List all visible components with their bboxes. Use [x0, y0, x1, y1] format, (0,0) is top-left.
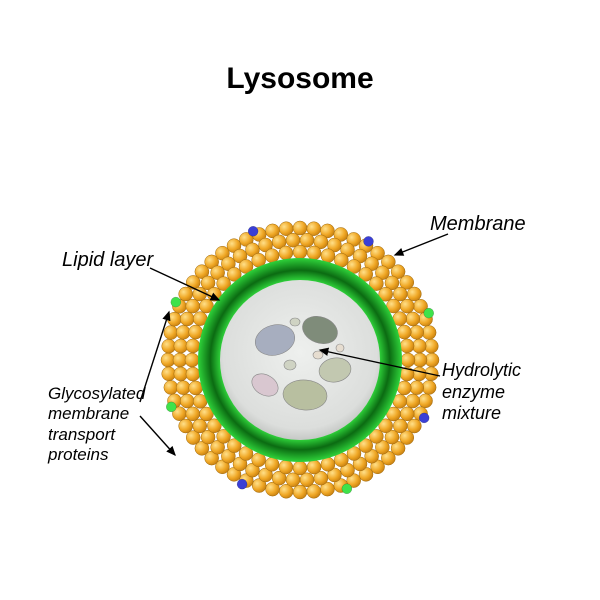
membrane-bead — [186, 407, 200, 421]
membrane-bead — [321, 249, 335, 263]
enzyme-blob — [284, 360, 296, 370]
membrane-bead — [410, 381, 424, 395]
membrane-bead — [189, 325, 203, 339]
transport-protein-dot — [364, 236, 374, 246]
enzyme-blob — [290, 318, 300, 326]
membrane-bead — [293, 461, 307, 475]
membrane-bead — [186, 299, 200, 313]
lysosome-diagram — [0, 0, 600, 600]
membrane-bead — [164, 326, 178, 340]
transport-protein-dot — [237, 479, 247, 489]
label-membrane: Membrane — [430, 212, 526, 236]
membrane-bead — [176, 325, 190, 339]
transport-protein-dot — [419, 413, 429, 423]
transport-protein-dot — [248, 226, 258, 236]
label-transport-proteins: Glycosylatedmembranetransportproteins — [48, 384, 145, 466]
membrane-bead — [293, 221, 307, 235]
transport-protein-dot — [424, 308, 434, 318]
transport-protein-dot — [171, 297, 181, 307]
membrane-bead — [180, 394, 194, 408]
transport-protein-dot — [166, 402, 176, 412]
membrane-bead — [397, 325, 411, 339]
membrane-bead — [321, 457, 335, 471]
membrane-bead — [293, 245, 307, 259]
membrane-bead — [185, 353, 199, 367]
membrane-bead — [193, 419, 207, 433]
membrane-bead — [265, 249, 279, 263]
membrane-bead — [167, 312, 181, 326]
membrane-bead — [176, 381, 190, 395]
enzyme-interior — [220, 280, 380, 440]
membrane-bead — [186, 339, 200, 353]
membrane-bead — [265, 457, 279, 471]
membrane-bead — [401, 353, 415, 367]
membrane-bead — [279, 460, 293, 474]
enzyme-blob — [313, 351, 323, 359]
membrane-bead — [307, 246, 321, 260]
membrane-bead — [422, 326, 436, 340]
transport-protein-dot — [342, 484, 352, 494]
membrane-bead — [189, 381, 203, 395]
membrane-bead — [400, 299, 414, 313]
membrane-bead — [279, 246, 293, 260]
label-lipid-layer: Lipid layer — [62, 248, 153, 272]
membrane-bead — [406, 394, 420, 408]
membrane-bead — [397, 381, 411, 395]
enzyme-blob — [336, 344, 344, 352]
membrane-bead — [164, 380, 178, 394]
membrane-bead — [307, 460, 321, 474]
membrane-bead — [393, 287, 407, 301]
label-enzyme-mixture: Hydrolyticenzymemixture — [442, 360, 521, 425]
membrane-bead — [400, 407, 414, 421]
membrane-bead — [400, 339, 414, 353]
membrane-bead — [407, 287, 421, 301]
callout-arrow — [395, 234, 448, 255]
membrane-bead — [186, 367, 200, 381]
membrane-bead — [422, 380, 436, 394]
membrane-bead — [293, 485, 307, 499]
membrane-bead — [419, 394, 433, 408]
membrane-bead — [406, 312, 420, 326]
membrane-bead — [410, 325, 424, 339]
membrane-bead — [180, 312, 194, 326]
membrane-bead — [179, 419, 193, 433]
